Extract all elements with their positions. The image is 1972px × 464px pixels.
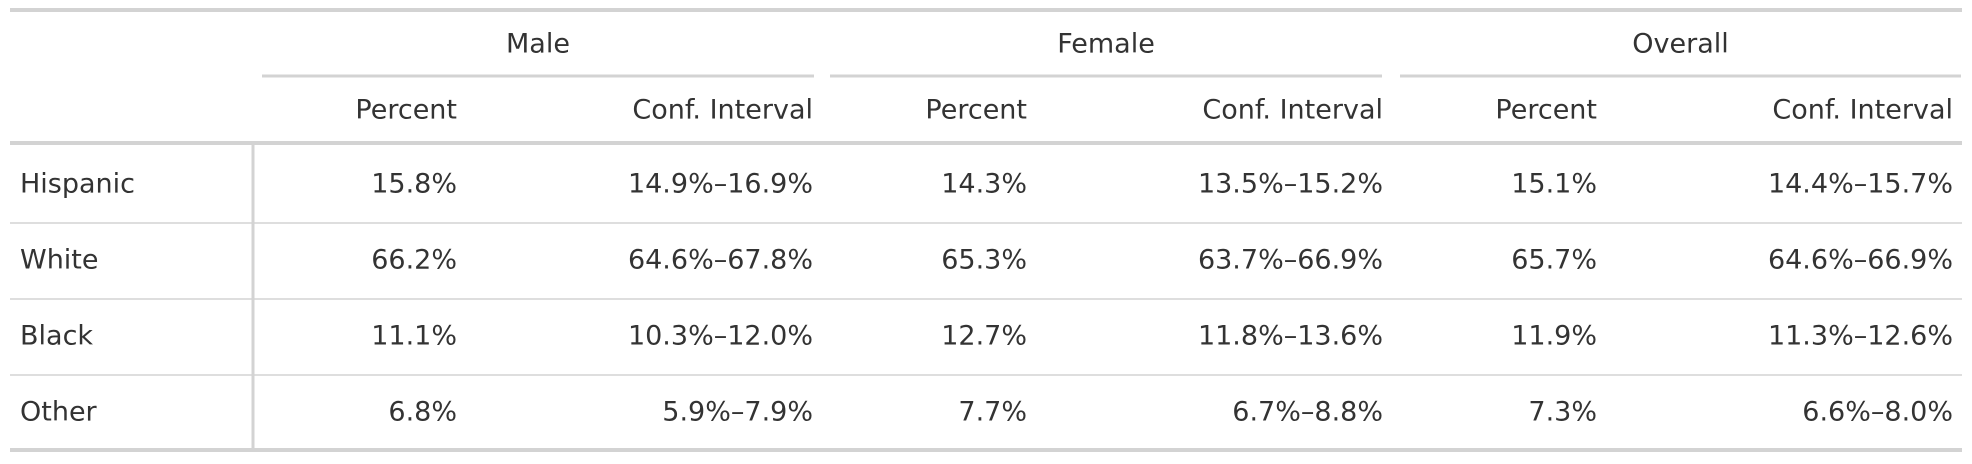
cell: 15.8% <box>371 169 457 200</box>
cell: 11.8%–13.6% <box>1198 321 1383 352</box>
cell: 65.3% <box>941 245 1027 276</box>
cell: 14.3% <box>941 169 1027 200</box>
spanner-label: Overall <box>1632 29 1729 60</box>
cell: 15.1% <box>1511 169 1597 200</box>
cell: 14.9%–16.9% <box>628 169 813 200</box>
cell: 5.9%–7.9% <box>662 397 813 428</box>
cell: 7.3% <box>1528 397 1597 428</box>
cell: 64.6%–66.9% <box>1768 245 1953 276</box>
spanner-label: Female <box>1057 29 1155 60</box>
row-label: Other <box>20 397 98 428</box>
column-header: Percent <box>355 95 457 126</box>
cell: 11.3%–12.6% <box>1768 321 1953 352</box>
cell: 10.3%–12.0% <box>628 321 813 352</box>
cell: 13.5%–15.2% <box>1198 169 1383 200</box>
row-label: Hispanic <box>20 169 135 200</box>
cell: 6.8% <box>388 397 457 428</box>
column-header: Conf. Interval <box>1772 95 1953 126</box>
cell: 12.7% <box>941 321 1027 352</box>
cell: 64.6%–67.8% <box>628 245 813 276</box>
cell: 11.1% <box>371 321 457 352</box>
column-header: Conf. Interval <box>1202 95 1383 126</box>
cell: 6.7%–8.8% <box>1232 397 1383 428</box>
cell: 66.2% <box>371 245 457 276</box>
cell: 7.7% <box>958 397 1027 428</box>
cell: 14.4%–15.7% <box>1768 169 1953 200</box>
cell: 11.9% <box>1511 321 1597 352</box>
column-header: Percent <box>925 95 1027 126</box>
row-label: Black <box>20 321 93 352</box>
column-header: Conf. Interval <box>632 95 813 126</box>
row-label: White <box>20 245 99 276</box>
spanner-label: Male <box>506 29 570 60</box>
column-header: Percent <box>1495 95 1597 126</box>
cell: 65.7% <box>1511 245 1597 276</box>
cell: 63.7%–66.9% <box>1198 245 1383 276</box>
cell: 6.6%–8.0% <box>1802 397 1953 428</box>
